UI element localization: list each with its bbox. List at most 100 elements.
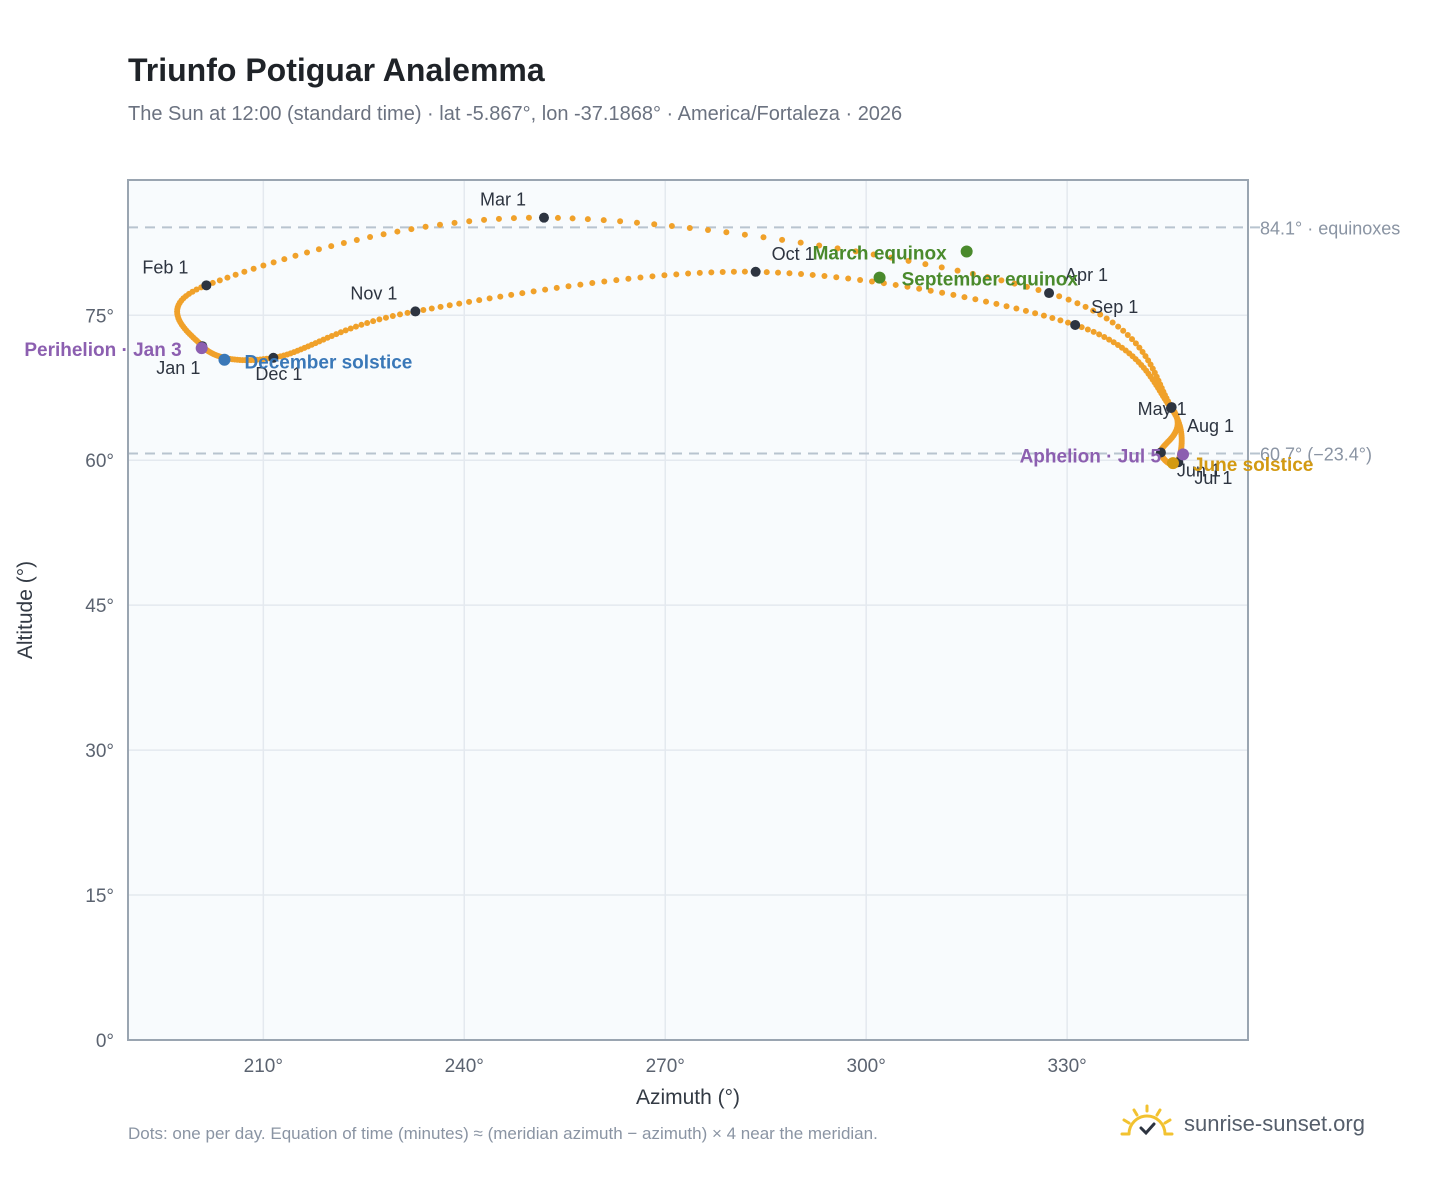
month-marker [201,280,212,291]
daily-sun-dot [337,329,344,336]
month-marker [750,266,761,277]
daily-sun-dot [380,231,387,238]
month-marker [538,212,549,223]
event-marker [1166,457,1179,470]
daily-sun-dot [708,269,715,276]
daily-sun-dot [730,268,737,275]
x-tick-label: 300° [847,1056,886,1077]
daily-sun-dot [396,311,403,318]
daily-sun-dot [347,325,354,332]
daily-sun-dot [1114,341,1121,348]
y-axis-label: Altitude (°) [14,561,37,659]
daily-sun-dot [798,271,805,278]
daily-sun-dot [577,281,584,288]
y-tick-label: 75° [85,306,114,327]
daily-sun-dot [1129,336,1136,343]
event-label: December solstice [244,353,412,374]
daily-sun-dot [389,313,396,320]
daily-sun-dot [704,227,711,234]
daily-sun-dot [495,215,502,222]
plot-frame [127,179,1249,1041]
brand-name: sunrise-sunset.org [1184,1111,1365,1136]
sun-logo-icon [1120,1104,1174,1136]
daily-sun-dot [382,314,389,321]
daily-sun-dot [916,285,923,292]
daily-sun-dot [193,286,200,293]
daily-sun-dot [816,242,823,249]
daily-sun-dot [584,216,591,223]
month-marker [410,306,421,317]
daily-sun-dot [905,257,912,264]
daily-sun-dot [525,214,532,221]
daily-sun-dot [998,277,1005,284]
daily-sun-dot [1090,328,1097,335]
daily-sun-dot [328,243,335,250]
event-label: Perihelion · Jan 3 [24,340,181,361]
daily-sun-dot [519,290,526,297]
month-label: Jan 1 [156,358,200,378]
daily-sun-dot [1115,323,1122,330]
daily-sun-dot [224,274,231,281]
daily-sun-dot [1110,339,1117,346]
daily-sun-dot [1082,303,1089,310]
event-label: March equinox [813,244,948,265]
daily-sun-dot [922,261,929,268]
x-tick-label: 240° [445,1056,484,1077]
daily-sun-dot [1139,348,1146,355]
daily-sun-dot [422,223,429,230]
daily-sun-dot [569,215,576,222]
daily-sun-dot [983,298,990,305]
event-marker [1177,448,1190,461]
daily-sun-dot [553,284,560,291]
daily-sun-dot [370,318,377,325]
daily-sun-dot [625,275,632,282]
daily-sun-dot [589,280,596,287]
brand[interactable]: sunrise-sunset.org [1120,1100,1365,1148]
daily-sun-dot [888,254,895,261]
event-label: Aphelion · Jul 5 [1020,446,1162,467]
month-marker [1044,288,1055,299]
event-label: June solstice [1193,455,1313,476]
daily-sun-dot [404,309,411,316]
daily-sun-dot [486,295,493,302]
plot-area [128,180,1248,1040]
daily-sun-dot [961,294,968,301]
daily-sun-dot [1101,333,1108,340]
daily-sun-dot [633,219,640,226]
daily-sun-dot [927,287,934,294]
daily-sun-dot [376,316,383,323]
daily-sun-dot [1003,303,1010,310]
event-marker [960,245,973,258]
daily-sun-dot [232,271,239,278]
daily-sun-dot [779,236,786,243]
daily-sun-dot [364,319,371,326]
daily-sun-dot [833,274,840,281]
daily-sun-dot [723,229,730,236]
y-tick-label: 15° [85,886,114,907]
daily-sun-dot [649,273,656,280]
daily-sun-dot [809,271,816,278]
x-tick-label: 210° [244,1056,283,1077]
daily-sun-dot [821,273,828,280]
daily-sun-dot [760,234,767,241]
daily-sun-dot [954,267,961,274]
daily-sun-dot [358,321,365,328]
daily-sun-dot [613,277,620,284]
daily-sun-dot [456,300,463,307]
daily-sun-dot [481,216,488,223]
month-label: Nov 1 [350,283,397,303]
daily-sun-dot [367,234,374,241]
daily-sun-dot [241,268,248,275]
daily-sun-dot [352,323,359,330]
daily-sun-dot [428,305,435,312]
daily-sun-dot [436,221,443,228]
month-marker [1070,319,1081,330]
daily-sun-dot [1032,310,1039,317]
month-label: Sep 1 [1091,297,1138,317]
daily-sun-dot [1103,315,1110,322]
month-label: May 1 [1138,399,1187,419]
daily-sun-dot [497,293,504,300]
y-tick-label: 30° [85,741,114,762]
daily-sun-dot [939,289,946,296]
